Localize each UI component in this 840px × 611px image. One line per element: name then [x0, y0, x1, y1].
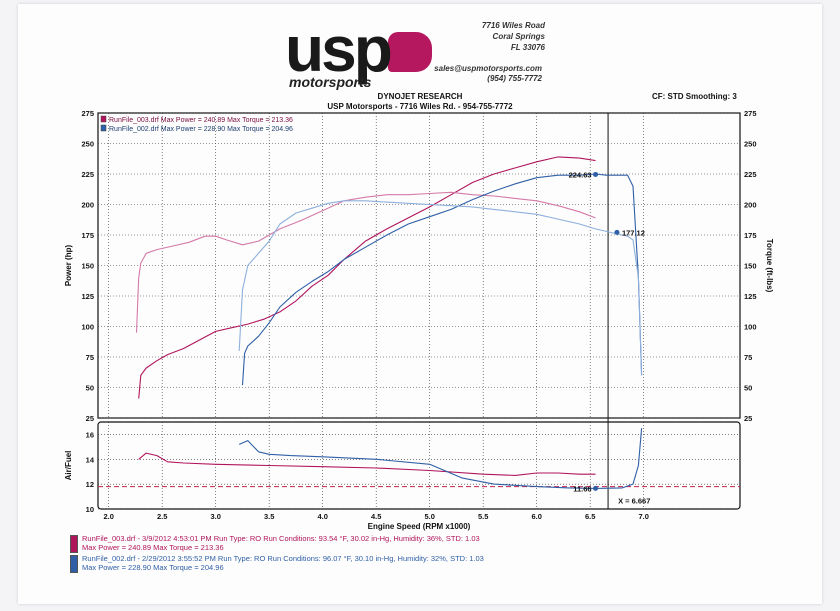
- cf-smoothing: CF: STD Smoothing: 3: [652, 92, 737, 101]
- y-axis-label-right: Torque (ft-lbs): [765, 239, 774, 293]
- y-tick-label-left: 50: [86, 384, 94, 393]
- run-swatch: [70, 535, 78, 553]
- y-tick-label-left: 125: [81, 292, 94, 301]
- y-tick-label-left: 175: [81, 231, 94, 240]
- legend-swatch: [100, 124, 107, 132]
- x-tick-label: 5.5: [478, 512, 488, 521]
- title-line-2: USP Motorsports - 7716 Wiles Rd. - 954-7…: [327, 102, 513, 111]
- cursor-x-value: X = 6.667: [618, 497, 650, 506]
- logo-subtitle: motorsports: [289, 74, 372, 90]
- y-tick-label-left: 275: [81, 109, 94, 118]
- afr-tick-label: 12: [86, 480, 94, 489]
- phone: (954) 755-7772: [487, 74, 542, 83]
- x-tick-label: 6.0: [531, 512, 541, 521]
- afr-tick-label: 16: [86, 430, 94, 439]
- series-line-3: [238, 200, 643, 376]
- x-tick-label: 4.0: [317, 512, 327, 521]
- address-line: 7716 Wiles Road: [481, 21, 545, 30]
- x-tick-label: 7.0: [638, 512, 648, 521]
- legend-entry: RunFile_002.drf Max Power = 228.90 Max T…: [109, 126, 293, 133]
- usp-logo: usp motorsports: [285, 13, 435, 90]
- y-tick-label-right: 225: [744, 170, 757, 179]
- legend-entry: RunFile_003.drf Max Power = 240.89 Max T…: [109, 117, 293, 124]
- afr-tick-label: 10: [86, 505, 94, 514]
- run-info-max: Max Power = 228.90 Max Torque = 204.96: [82, 563, 224, 572]
- x-axis-label: Engine Speed (RPM x1000): [368, 522, 471, 531]
- y-tick-label-right: 250: [744, 140, 757, 149]
- contact-block: sales@uspmotorsports.com (954) 755-7772: [420, 64, 542, 84]
- series-line-2: [241, 173, 643, 386]
- x-tick-label: 4.5: [371, 512, 381, 521]
- run-info-max: Max Power = 240.89 Max Torque = 213.36: [82, 543, 224, 552]
- y-tick-label-left: 100: [81, 323, 94, 332]
- x-tick-label: 2.0: [103, 512, 113, 521]
- y-tick-label-left: 25: [86, 414, 94, 423]
- cursor-value: 177.12: [622, 228, 645, 237]
- y-axis-label-left: Power (hp): [64, 245, 73, 287]
- y-tick-label-left: 250: [81, 140, 94, 149]
- y-tick-label-right: 75: [744, 353, 752, 362]
- y-tick-label-left: 75: [86, 353, 94, 362]
- logo-word: usp: [285, 13, 393, 85]
- legend-swatch: [100, 115, 107, 123]
- y-tick-label-right: 150: [744, 262, 757, 271]
- y-tick-label-right: 200: [744, 201, 757, 210]
- x-tick-label: 3.0: [210, 512, 220, 521]
- x-tick-label: 2.5: [157, 512, 167, 521]
- cursor-marker: [614, 229, 620, 235]
- y-tick-label-left: 225: [81, 170, 94, 179]
- run-info-002: RunFile_002.drf - 2/29/2012 3:55:52 PM R…: [70, 554, 484, 573]
- afr-series-line-0: [138, 452, 596, 476]
- logo-p-accent: [388, 32, 432, 72]
- run-info-003: RunFile_003.drf - 3/9/2012 4:53:01 PM Ru…: [70, 534, 484, 553]
- series-line-0: [138, 156, 596, 399]
- y-tick-label-right: 275: [744, 109, 757, 118]
- x-tick-label: 3.5: [264, 512, 274, 521]
- run-info: RunFile_003.drf - 3/9/2012 4:53:01 PM Ru…: [70, 534, 484, 574]
- title-line-1: DYNOJET RESEARCH: [377, 92, 463, 101]
- x-tick-label: 5.0: [424, 512, 434, 521]
- afr-cursor-value: 11.66: [573, 484, 591, 493]
- y-tick-label-right: 25: [744, 414, 752, 423]
- afr-cursor-marker: [593, 485, 599, 491]
- email: sales@uspmotorsports.com: [434, 64, 542, 73]
- chart-title: DYNOJET RESEARCH USP Motorsports - 7716 …: [300, 92, 540, 112]
- series-line-1: [135, 191, 596, 333]
- y-tick-label-right: 175: [744, 231, 757, 240]
- y-tick-label-left: 150: [81, 262, 94, 271]
- run-info-line: RunFile_003.drf - 3/9/2012 4:53:01 PM Ru…: [82, 534, 480, 543]
- afr-tick-label: 14: [86, 455, 95, 464]
- y-tick-label-right: 100: [744, 323, 757, 332]
- cursor-value: 224.63: [569, 170, 592, 179]
- x-tick-label: 6.5: [585, 512, 595, 521]
- y-tick-label-right: 50: [744, 384, 752, 393]
- y-tick-label-right: 125: [744, 292, 757, 301]
- address-line: Coral Springs: [492, 32, 545, 41]
- y-tick-label-left: 200: [81, 201, 94, 210]
- address-line: FL 33076: [510, 43, 545, 52]
- dyno-sheet: [18, 4, 822, 604]
- address-block: 7716 Wiles Road Coral Springs FL 33076: [455, 20, 545, 53]
- run-info-line: RunFile_002.drf - 2/29/2012 3:55:52 PM R…: [82, 554, 484, 563]
- afr-series-line-1: [238, 428, 643, 489]
- cursor-marker: [593, 171, 599, 177]
- afr-axis-label: Air/Fuel: [64, 451, 73, 481]
- run-swatch: [70, 555, 78, 573]
